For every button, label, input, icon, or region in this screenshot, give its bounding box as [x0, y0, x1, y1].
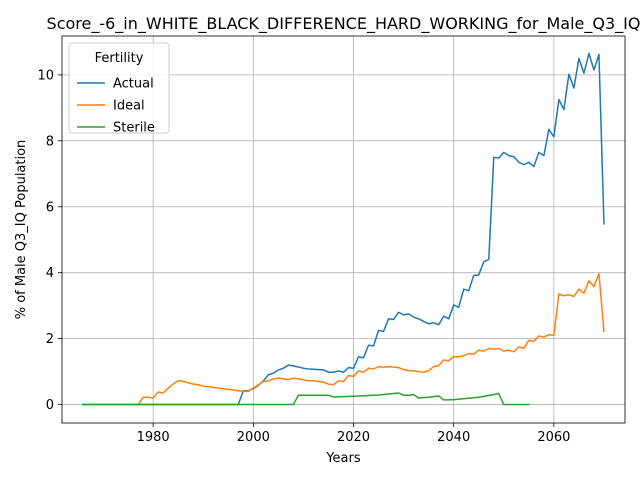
- series-line-actual: [82, 52, 605, 406]
- x-tick-label: 2060: [537, 430, 570, 445]
- y-tick-label: 6: [46, 200, 54, 215]
- y-tick-label: 2: [46, 332, 54, 347]
- legend-label-ideal: Ideal: [113, 99, 145, 114]
- legend-box: [68, 42, 170, 134]
- grid: [62, 36, 625, 423]
- x-axis-label: Years: [325, 451, 361, 466]
- x-tick-label: 2000: [237, 430, 270, 445]
- x-tick-label: 2020: [337, 430, 370, 445]
- y-tick-label: 4: [46, 266, 54, 281]
- y-tick-label: 0: [46, 398, 54, 413]
- y-axis-label: % of Male Q3_IQ Population: [14, 140, 29, 320]
- plot-frame: [61, 35, 626, 424]
- x-tick-label: 1980: [137, 430, 170, 445]
- series-line-ideal: [82, 272, 605, 406]
- y-tick-label: 8: [46, 134, 54, 149]
- x-tick-label: 2040: [437, 430, 470, 445]
- legend: Fertility Actual Ideal Sterile: [68, 42, 170, 136]
- series-lines: [82, 52, 605, 406]
- legend-label-actual: Actual: [113, 77, 154, 92]
- legend-title: Fertility: [95, 51, 144, 66]
- chart-title: Score_-6_in_WHITE_BLACK_DIFFERENCE_HARD_…: [47, 14, 640, 34]
- legend-label-sterile: Sterile: [113, 121, 155, 136]
- legend-items: Actual Ideal Sterile: [77, 77, 155, 136]
- y-tick-label: 10: [37, 68, 54, 83]
- x-axis: 1980 2000 2020 2040 2060: [137, 423, 570, 445]
- y-axis: 0 2 4 6 8 10: [37, 68, 62, 413]
- series-line-sterile: [82, 392, 530, 406]
